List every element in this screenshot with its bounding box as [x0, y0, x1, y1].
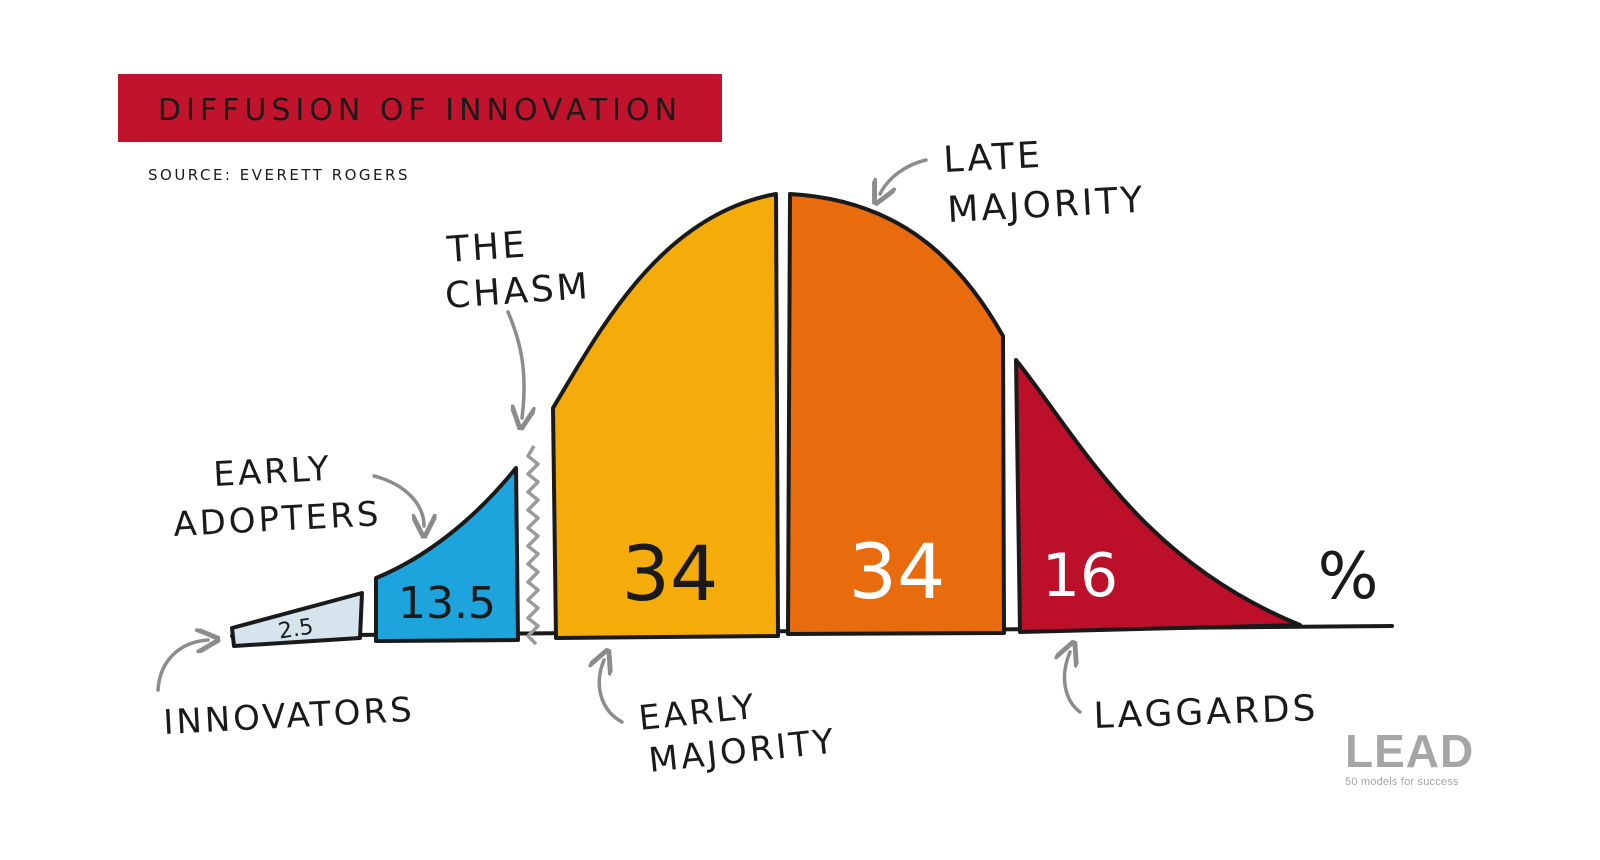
- laggards-annotation: LAGGARDS: [1065, 652, 1319, 737]
- chasm-label-line-1: THE: [445, 224, 529, 271]
- early-majority-arrow-icon: [599, 660, 624, 724]
- segment-laggards-value: 16: [1042, 541, 1118, 611]
- late-majority-label-line-2: MAJORITY: [946, 180, 1146, 231]
- percent-unit-symbol: %: [1318, 540, 1379, 614]
- segment-late-majority-shape: [786, 192, 1006, 636]
- laggards-arrow-icon: [1065, 652, 1082, 714]
- title-text: DIFFUSION OF INNOVATION: [158, 93, 682, 128]
- segment-early-majority-shape: [551, 192, 780, 640]
- segment-late-majority-value: 34: [849, 527, 946, 616]
- lead-logo-tagline: 50 models for success: [1345, 776, 1459, 788]
- early-adopters-arrow-icon: [372, 474, 424, 526]
- lead-logo-word: LEAD: [1345, 725, 1475, 777]
- chasm-label-line-2: CHASM: [444, 266, 592, 317]
- segment-early-adopters-value: 13.5: [398, 578, 496, 629]
- lead-logo: LEAD 50 models for success: [1345, 728, 1474, 789]
- early-majority-annotation: EARLY MAJORITY: [599, 660, 838, 781]
- chasm-annotation: THE CHASM: [444, 224, 592, 418]
- segment-early-majority-value: 34: [622, 529, 719, 618]
- title-banner-background: [118, 74, 722, 142]
- chasm-arrow-icon: [506, 310, 524, 418]
- early-adopters-label-line-2: ADOPTERS: [172, 494, 382, 545]
- innovators-arrow-icon: [156, 640, 208, 692]
- laggards-label: LAGGARDS: [1093, 688, 1319, 737]
- late-majority-label-line-1: LATE: [942, 135, 1043, 181]
- chasm-zigzag: [526, 445, 540, 646]
- early-adopters-annotation: EARLY ADOPTERS: [172, 449, 424, 545]
- title-banner: DIFFUSION OF INNOVATION: [118, 74, 722, 142]
- segment-laggards-shape: [1014, 358, 1302, 634]
- segment-innovators-shape: [230, 591, 364, 648]
- source-text: SOURCE: EVERETT ROGERS: [148, 166, 410, 184]
- segment-innovators-value: 2.5: [277, 614, 315, 644]
- late-majority-arrow-icon: [880, 158, 928, 194]
- segment-early-adopters-shape: [374, 466, 520, 643]
- innovators-label: INNOVATORS: [162, 690, 415, 743]
- late-majority-annotation: LATE MAJORITY: [880, 135, 1146, 231]
- innovators-annotation: INNOVATORS: [156, 640, 416, 743]
- early-adopters-label-line-1: EARLY: [212, 449, 332, 495]
